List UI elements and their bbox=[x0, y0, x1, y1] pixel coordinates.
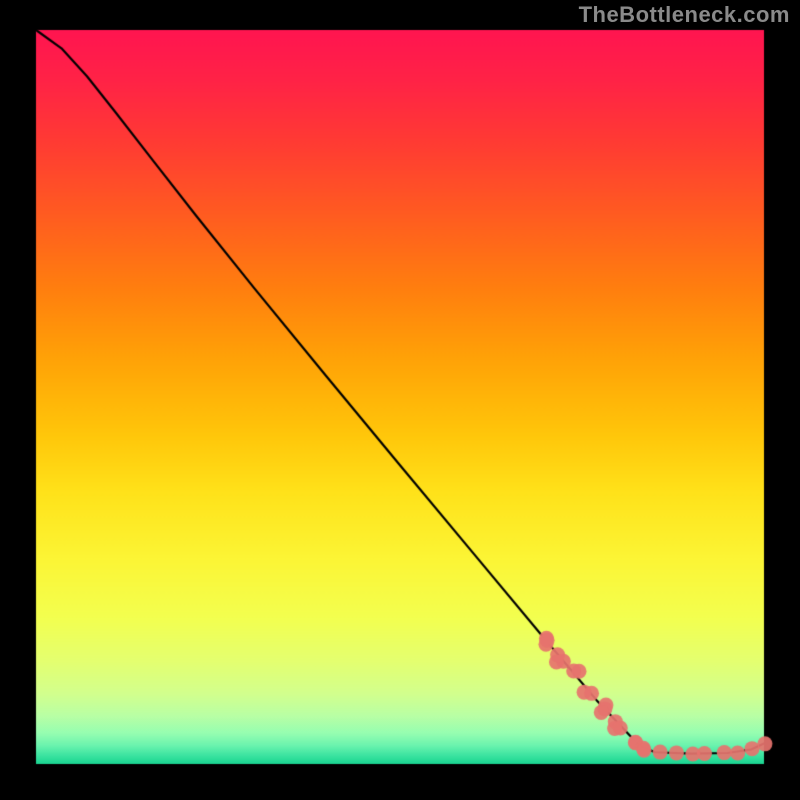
chart-container: TheBottleneck.com bbox=[0, 0, 800, 800]
watermark-text: TheBottleneck.com bbox=[579, 2, 790, 28]
bottleneck-curve-layer bbox=[0, 0, 800, 800]
